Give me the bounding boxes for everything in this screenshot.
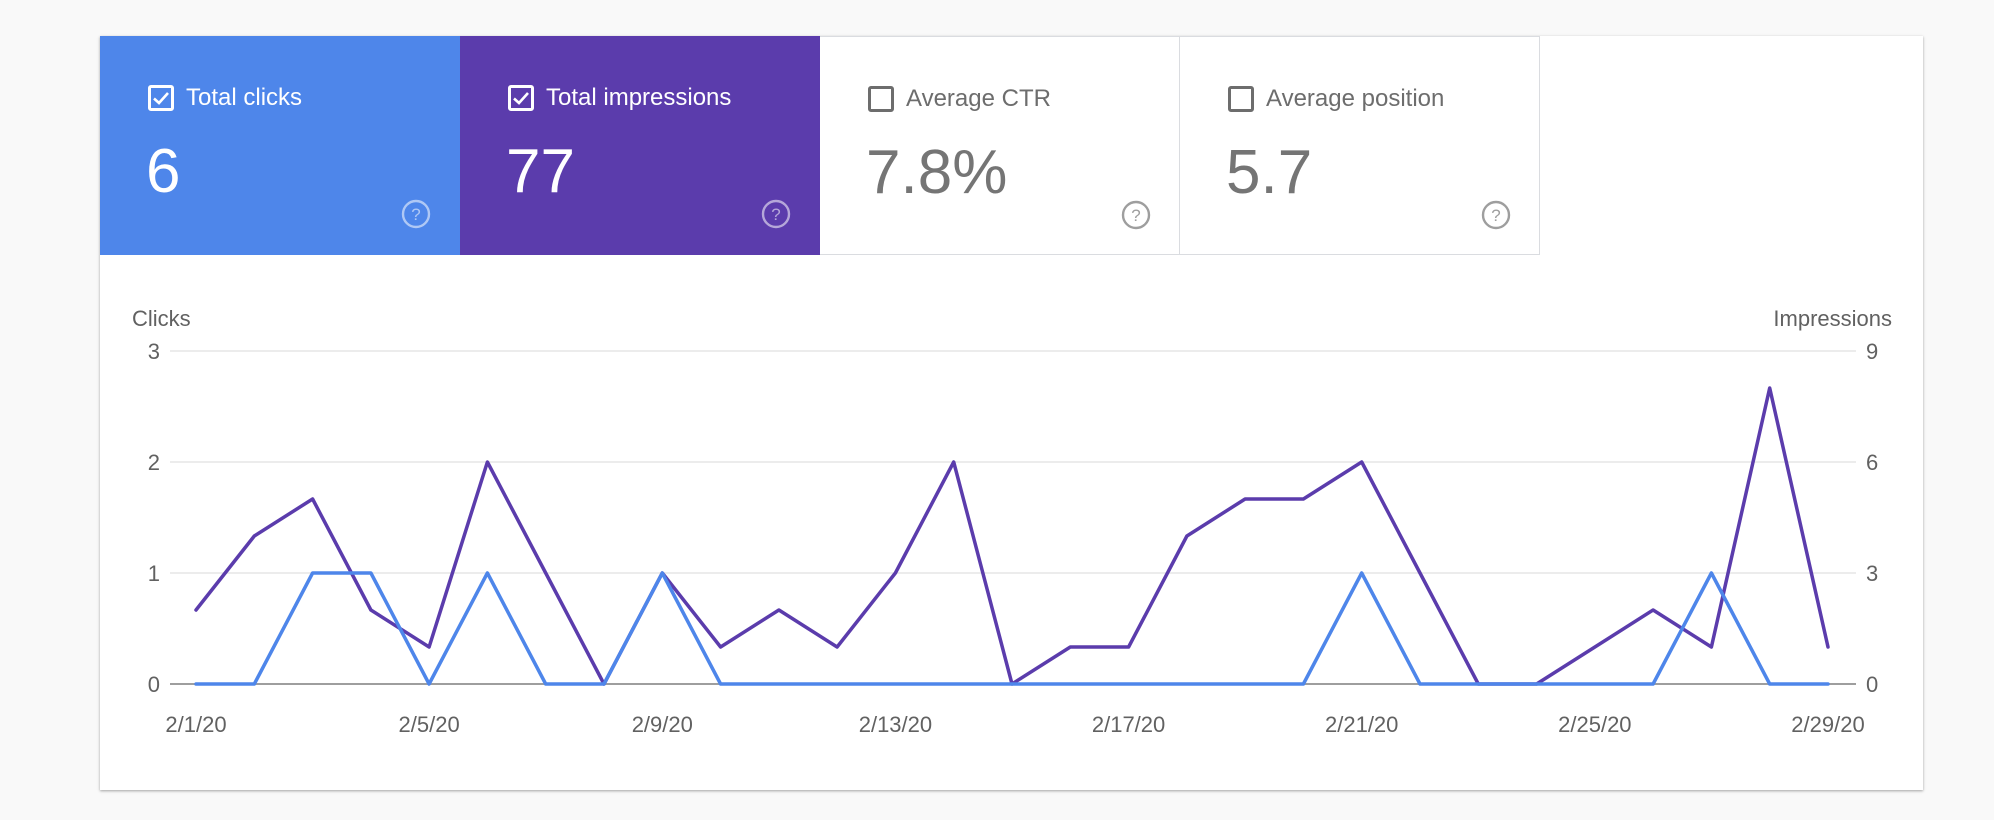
series-lines — [194, 386, 1830, 686]
x-tick-label: 2/1/20 — [165, 712, 226, 737]
total-clicks-value: 6 — [146, 137, 181, 206]
y-right-tick-label: 9 — [1866, 339, 1878, 364]
gridlines — [170, 350, 1856, 685]
clicks-series-line — [194, 571, 1830, 686]
help-icon[interactable]: ? — [400, 198, 432, 230]
checkbox-checked-icon[interactable] — [148, 85, 174, 111]
performance-chart: Clicks Impressions 0 1 2 3 0 3 6 9 2/1/20 2/5/20 2… — [132, 306, 1892, 737]
checkbox-unchecked-icon[interactable] — [1228, 86, 1254, 112]
average-position-header: Average position — [1228, 85, 1444, 113]
y-left-tick-label: 2 — [148, 450, 160, 475]
total-impressions-value: 77 — [506, 137, 575, 206]
total-impressions-header: Total impressions — [508, 84, 731, 112]
svg-text:?: ? — [1131, 206, 1140, 225]
x-tick-label: 2/5/20 — [399, 712, 460, 737]
x-tick-label: 2/17/20 — [1092, 712, 1165, 737]
x-tick-label: 2/21/20 — [1325, 712, 1398, 737]
svg-text:?: ? — [411, 205, 420, 224]
y-left-tick-label: 3 — [148, 339, 160, 364]
checkbox-checked-icon[interactable] — [508, 85, 534, 111]
average-ctr-tile[interactable]: Average CTR 7.8% ? — [820, 36, 1180, 255]
y-right-tick-label: 6 — [1866, 450, 1878, 475]
help-icon[interactable]: ? — [760, 198, 792, 230]
y-right-tick-label: 0 — [1866, 672, 1878, 697]
x-tick-label: 2/25/20 — [1558, 712, 1631, 737]
help-icon[interactable]: ? — [1480, 199, 1512, 231]
y-left-tick-label: 0 — [148, 672, 160, 697]
x-tick-label: 2/29/20 — [1791, 712, 1864, 737]
total-clicks-label: Total clicks — [186, 84, 303, 111]
x-tick-label: 2/9/20 — [632, 712, 693, 737]
total-clicks-tile[interactable]: Total clicks 6 ? — [100, 36, 460, 255]
y-right-tick-label: 3 — [1866, 561, 1878, 586]
svg-text:?: ? — [1491, 206, 1500, 225]
x-tick-label: 2/13/20 — [859, 712, 932, 737]
total-impressions-label: Total impressions — [546, 84, 732, 111]
average-ctr-value: 7.8% — [866, 138, 1008, 207]
y-left-tick-label: 1 — [148, 561, 160, 586]
y-right-axis-title: Impressions — [1773, 306, 1892, 331]
average-ctr-label: Average CTR — [906, 85, 1051, 112]
help-icon[interactable]: ? — [1120, 199, 1152, 231]
total-impressions-tile[interactable]: Total impressions 77 ? — [460, 36, 820, 255]
checkbox-unchecked-icon[interactable] — [868, 86, 894, 112]
impressions-series-line — [194, 386, 1830, 686]
average-position-tile[interactable]: Average position 5.7 ? — [1180, 36, 1540, 255]
total-clicks-header: Total clicks — [148, 84, 302, 112]
axes: Clicks Impressions 0 1 2 3 0 3 6 9 2/1/20 2/5/20 2… — [132, 306, 1892, 737]
average-ctr-header: Average CTR — [868, 85, 1051, 113]
svg-text:?: ? — [771, 205, 780, 224]
average-position-value: 5.7 — [1226, 138, 1313, 207]
performance-card: Total clicks 6 ? Total impressions 77 ? — [100, 36, 1923, 790]
metric-tiles: Total clicks 6 ? Total impressions 77 ? — [100, 36, 1540, 255]
average-position-label: Average position — [1266, 85, 1445, 112]
y-left-axis-title: Clicks — [132, 306, 191, 331]
